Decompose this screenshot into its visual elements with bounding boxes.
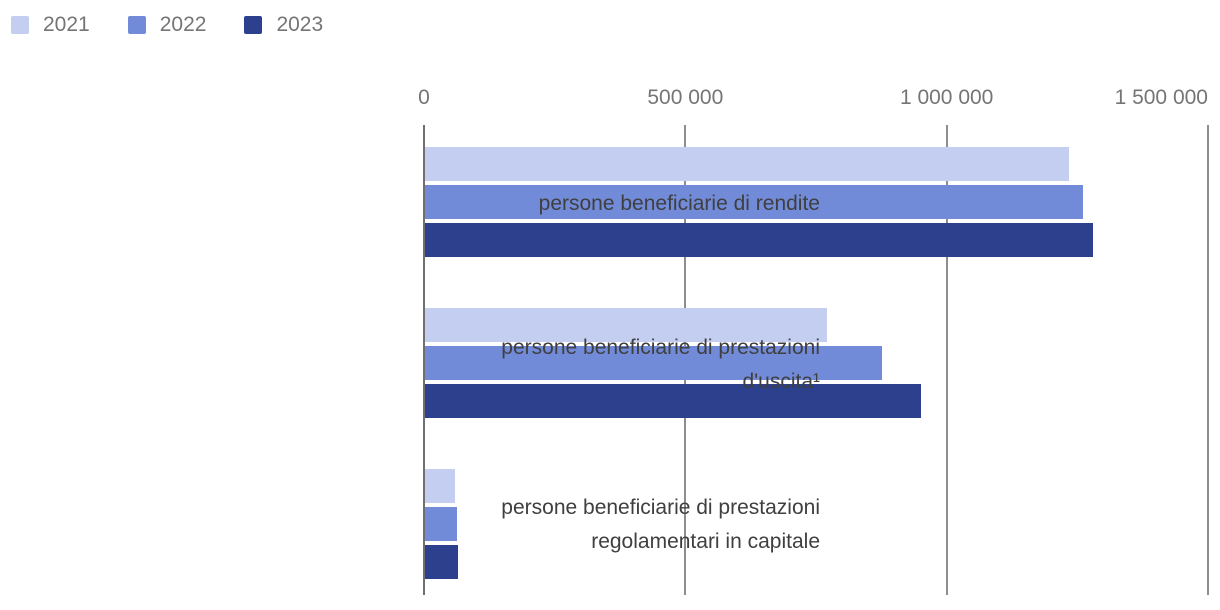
bar-2023-category-3 [425, 545, 458, 579]
bar-2022-category-2 [425, 346, 882, 380]
legend-swatch-2023 [244, 16, 263, 34]
legend-swatch-2021 [11, 16, 29, 34]
bar-2022-category-1 [425, 185, 1084, 219]
legend-item-2021: 2021 [11, 13, 90, 37]
legend-label: 2021 [43, 13, 90, 36]
x-tick-label: 1 000 000 [899, 86, 994, 109]
category-label: persone beneficiarie di prestazioni regol… [501, 491, 820, 559]
bar-2021-category-2 [425, 308, 827, 342]
legend-swatch-2022 [127, 16, 146, 34]
bar-2021-category-3 [425, 469, 455, 503]
chart-legend: 2021 2022 2023 [11, 13, 323, 37]
bar-2022-category-3 [425, 507, 457, 541]
legend-item-2022: 2022 [127, 13, 207, 37]
bar-2021-category-1 [425, 147, 1069, 181]
category-label: persone beneficiarie di rendite [539, 187, 820, 221]
x-tick-label: 0 [418, 86, 430, 109]
gridline [945, 125, 948, 595]
legend-item-2023: 2023 [244, 13, 323, 37]
y-axis-line [423, 125, 425, 595]
category-label-line: persone beneficiarie di prestazioni [501, 496, 820, 519]
category-label-line: regolamentari in capitale [591, 530, 820, 553]
legend-label: 2022 [159, 13, 207, 36]
x-tick-label: 1 500 000 [1114, 86, 1208, 109]
bar-2023-category-2 [425, 384, 921, 418]
legend-label: 2023 [276, 13, 324, 36]
bar-2023-category-1 [425, 223, 1094, 257]
category-label-line: d'uscita¹ [742, 370, 820, 393]
category-label-line: persone beneficiarie di rendite [538, 192, 820, 215]
gridline [1207, 125, 1209, 595]
category-label: persone beneficiarie di prestazioni d'usc… [501, 331, 820, 399]
x-tick-label: 500 000 [647, 86, 724, 109]
category-label-line: persone beneficiarie di prestazioni [501, 336, 820, 359]
